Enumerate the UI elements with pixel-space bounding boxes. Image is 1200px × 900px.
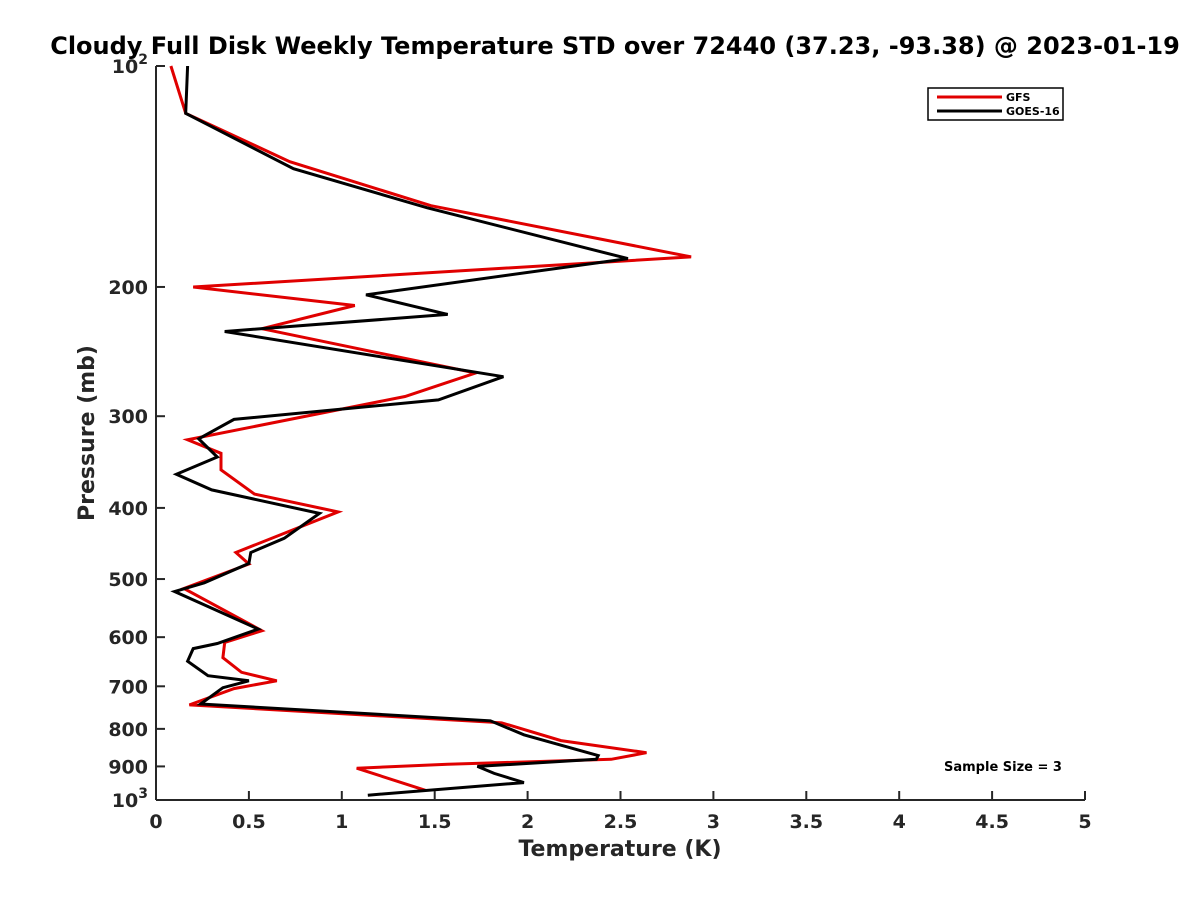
y-tick-label: 300	[108, 406, 148, 428]
x-tick-label: 0.5	[232, 811, 266, 833]
y-tick-label: 900	[108, 756, 148, 778]
x-tick-label: 2.5	[604, 811, 638, 833]
x-tick-label: 5	[1078, 811, 1091, 833]
legend-label-goes-16: GOES-16	[1006, 105, 1060, 118]
legend-label-gfs: GFS	[1006, 91, 1031, 104]
y-tick-label: 700	[108, 676, 148, 698]
legend: GFS GOES-16	[927, 87, 1064, 121]
y-tick-label: 800	[108, 719, 148, 741]
y-tick-label: 103	[112, 786, 148, 812]
x-tick-label: 1	[335, 811, 348, 833]
y-tick-label: 200	[108, 277, 148, 299]
x-tick-label: 4	[893, 811, 906, 833]
y-axis-title: Pressure (mb)	[75, 345, 100, 521]
legend-box	[927, 87, 1064, 121]
y-tick-label: 400	[108, 498, 148, 520]
x-tick-label: 3.5	[789, 811, 823, 833]
series-line-gfs	[169, 65, 692, 792]
x-tick-label: 1.5	[418, 811, 452, 833]
y-tick-label: 500	[108, 569, 148, 591]
y-tick-label: 102	[112, 52, 148, 78]
x-tick-label: 3	[707, 811, 720, 833]
x-tick-label: 0	[149, 811, 162, 833]
series-line-goes-16	[170, 65, 629, 797]
x-tick-label: 2	[521, 811, 534, 833]
y-axis-ticks: 102 200 300 400 500 600 700 800 900 103	[108, 52, 165, 812]
plot-area	[169, 65, 692, 797]
x-tick-label: 4.5	[975, 811, 1009, 833]
sample-size-annotation: Sample Size = 3	[944, 760, 1062, 775]
y-tick-label: 600	[108, 627, 148, 649]
chart-title: Cloudy Full Disk Weekly Temperature STD …	[50, 32, 1180, 60]
x-axis-ticks: 0 0.5 1 1.5 2 2.5 3 3.5 4 4.5 5	[149, 791, 1092, 833]
x-axis-title: Temperature (K)	[518, 837, 721, 862]
